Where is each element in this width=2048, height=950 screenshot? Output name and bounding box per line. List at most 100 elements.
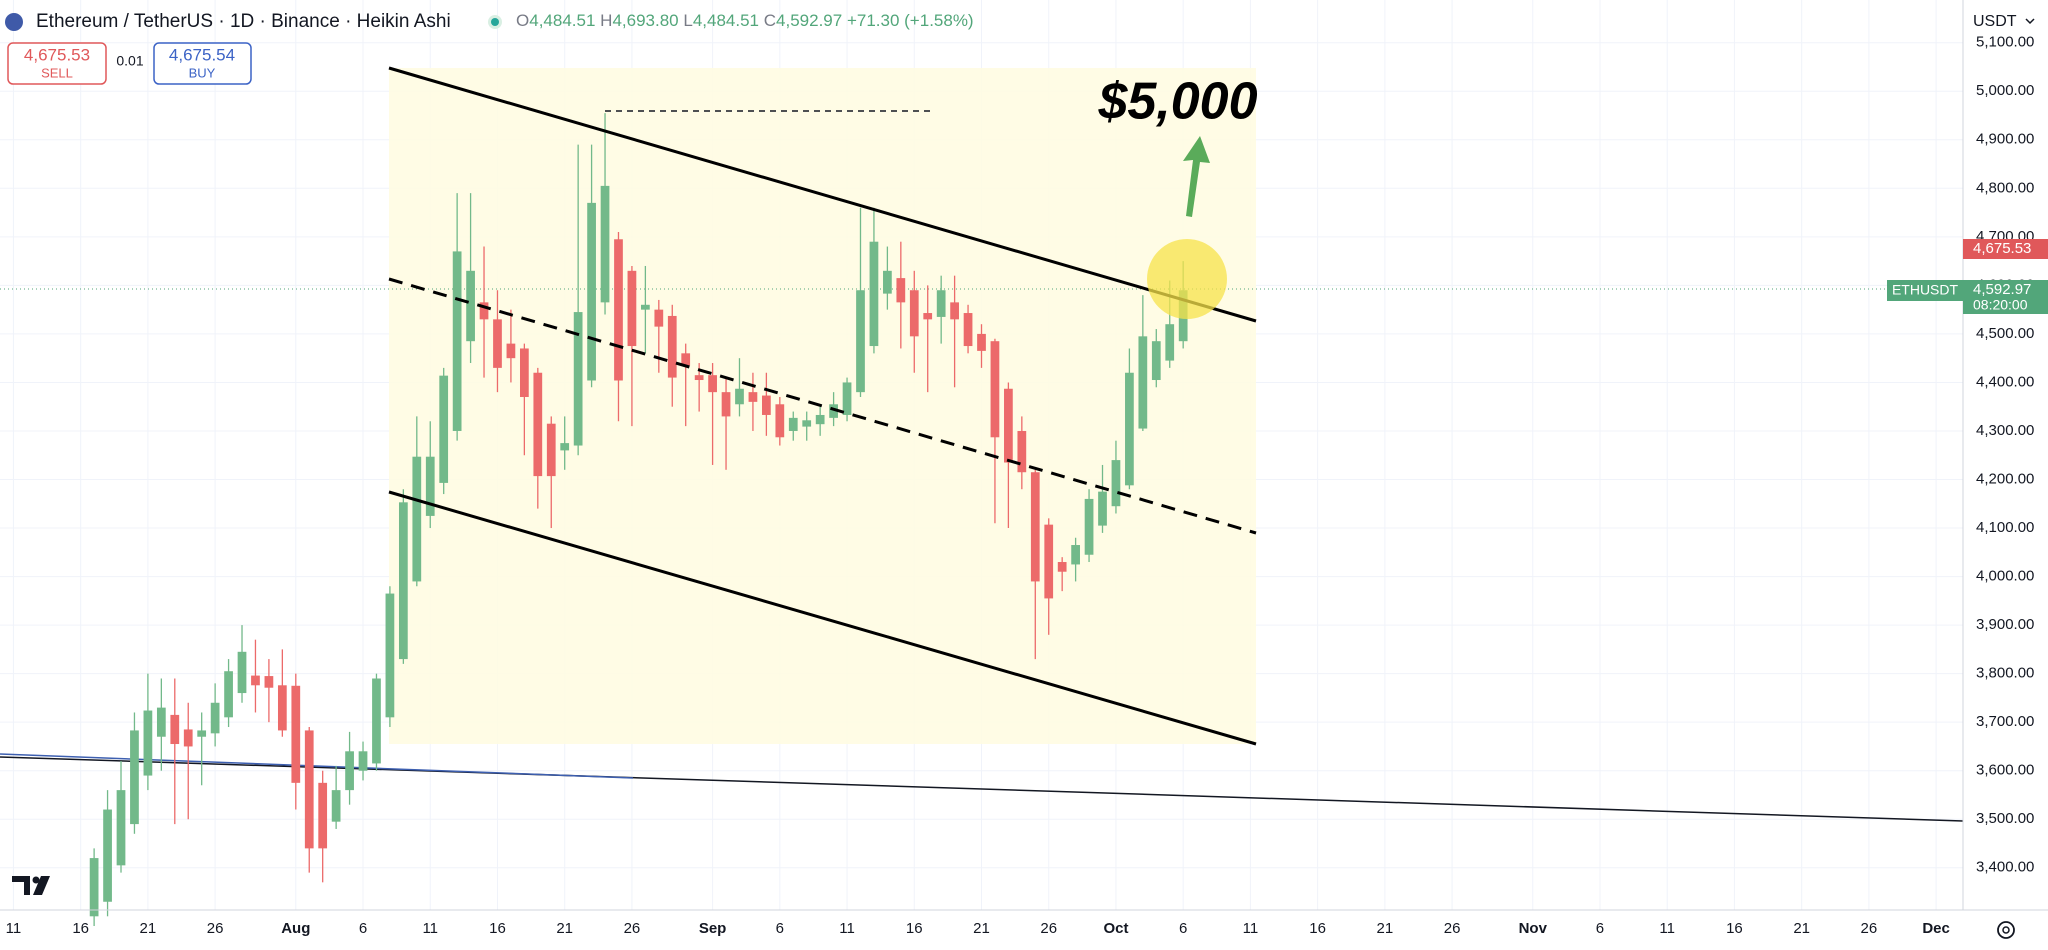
- candle-body: [345, 751, 354, 791]
- countdown: 08:20:00: [1973, 297, 2028, 313]
- x-tick-label: 21: [140, 920, 157, 937]
- channel-lower: [388, 490, 1257, 746]
- settings-button[interactable]: [1997, 921, 2015, 939]
- candle-body: [318, 782, 328, 849]
- ohlc-value: 4,484.51: [693, 11, 759, 30]
- candle-body: [156, 707, 166, 737]
- symbol-badge-text: ETHUSDT: [1892, 282, 1959, 298]
- buy-label[interactable]: BUY: [189, 65, 216, 80]
- candle-body: [439, 375, 449, 483]
- buy-price[interactable]: 4,675.54: [169, 45, 235, 64]
- x-tick-label: 21: [1377, 920, 1394, 937]
- candle-body: [493, 319, 502, 368]
- x-tick-label: 21: [973, 920, 990, 937]
- candle-body: [372, 678, 381, 764]
- x-tick-label: Oct: [1103, 920, 1128, 937]
- candle-body: [762, 395, 771, 415]
- x-tick-label: 11: [1659, 920, 1675, 937]
- change: +71.30 (+1.58%): [847, 11, 974, 30]
- sell-label[interactable]: SELL: [41, 65, 73, 80]
- currency-button-bg[interactable]: [1964, 0, 2048, 44]
- x-tick-label: 6: [1596, 920, 1604, 937]
- sell-button[interactable]: 4,675.53 SELL: [7, 42, 107, 85]
- candle-body: [224, 671, 233, 718]
- candle-body: [896, 278, 906, 303]
- settings-icon-center[interactable]: [2002, 926, 2010, 934]
- candle-body: [829, 404, 838, 418]
- x-tick-label: 16: [489, 920, 506, 937]
- candle-body: [358, 751, 368, 771]
- x-tick-label: 26: [207, 920, 224, 937]
- candle-body: [546, 423, 556, 477]
- y-tick-label: 3,900.00: [1976, 616, 2034, 633]
- candle-body: [1030, 472, 1040, 582]
- ohlc-label: O: [516, 11, 529, 30]
- candle-body: [963, 313, 973, 347]
- y-tick-label: 4,100.00: [1976, 519, 2034, 536]
- candle-body: [950, 302, 959, 320]
- candle-body: [627, 270, 637, 347]
- candle-body: [103, 809, 112, 902]
- settings-icon[interactable]: [1997, 921, 2015, 939]
- candle-body: [1111, 460, 1121, 507]
- candle-body: [735, 388, 744, 405]
- candle-body: [654, 309, 664, 327]
- candle-body: [331, 790, 341, 822]
- x-tick-label: 26: [1444, 920, 1461, 937]
- candle-body: [116, 790, 126, 866]
- x-tick-label: 11: [6, 920, 22, 937]
- candles: [89, 113, 1188, 927]
- ask-badge: [1963, 239, 2048, 259]
- x-tick-label: 16: [72, 920, 89, 937]
- candle-body: [869, 241, 879, 347]
- logo-part: [32, 876, 40, 884]
- sell-box[interactable]: [7, 42, 107, 85]
- x-tick-label: 21: [1793, 920, 1810, 937]
- y-tick-label: 4,200.00: [1976, 470, 2034, 487]
- candle-body: [1138, 336, 1148, 429]
- candle-body: [587, 202, 596, 381]
- y-tick-label: 4,500.00: [1976, 325, 2034, 342]
- candle-body: [788, 417, 798, 431]
- arrow-up: [1183, 136, 1210, 217]
- highlight-circle: [1147, 239, 1227, 319]
- x-tick-label: Aug: [281, 920, 310, 937]
- candle-body: [641, 304, 650, 310]
- candle-body: [304, 730, 314, 849]
- x-tick-label: 11: [839, 920, 855, 937]
- y-tick-label: 5,000.00: [1976, 82, 2034, 99]
- candle-body: [856, 290, 865, 393]
- candle-body: [533, 372, 543, 477]
- candle-body: [721, 392, 731, 417]
- candle-body: [883, 270, 892, 294]
- candle-body: [977, 333, 986, 351]
- x-tick-label: 6: [776, 920, 784, 937]
- candle-body: [506, 343, 516, 359]
- ohlc-value: 4,693.80: [612, 11, 678, 30]
- buy-button[interactable]: 4,675.54 BUY: [153, 42, 252, 85]
- ohlc: O4,484.51 H4,693.80 L4,484.51 C4,592.97 …: [516, 11, 974, 30]
- ohlc-value: 4,592.97: [776, 11, 842, 30]
- candle-body: [842, 382, 852, 415]
- x-tick-label: 26: [624, 920, 641, 937]
- candle-body: [990, 341, 1000, 438]
- y-tick-label: 3,700.00: [1976, 713, 2034, 730]
- candle-body: [748, 392, 758, 402]
- candle-body: [1004, 388, 1013, 463]
- x-tick-label: 26: [1040, 920, 1057, 937]
- sell-price[interactable]: 4,675.53: [24, 45, 90, 64]
- candle-body: [412, 456, 422, 582]
- ohlc-value: 4,484.51: [529, 11, 595, 30]
- y-tick-label: 3,400.00: [1976, 859, 2034, 876]
- currency-button[interactable]: USDT: [1973, 13, 2017, 30]
- logo-part: [33, 876, 50, 895]
- candle-body: [237, 651, 247, 694]
- y-tick-label: 4,400.00: [1976, 373, 2034, 390]
- candle-body: [143, 710, 153, 776]
- candle-body: [775, 404, 785, 438]
- buy-box[interactable]: [153, 42, 252, 85]
- last-price: 4,592.97: [1973, 281, 2031, 298]
- candle-body: [1084, 498, 1094, 555]
- candle-body: [385, 593, 395, 718]
